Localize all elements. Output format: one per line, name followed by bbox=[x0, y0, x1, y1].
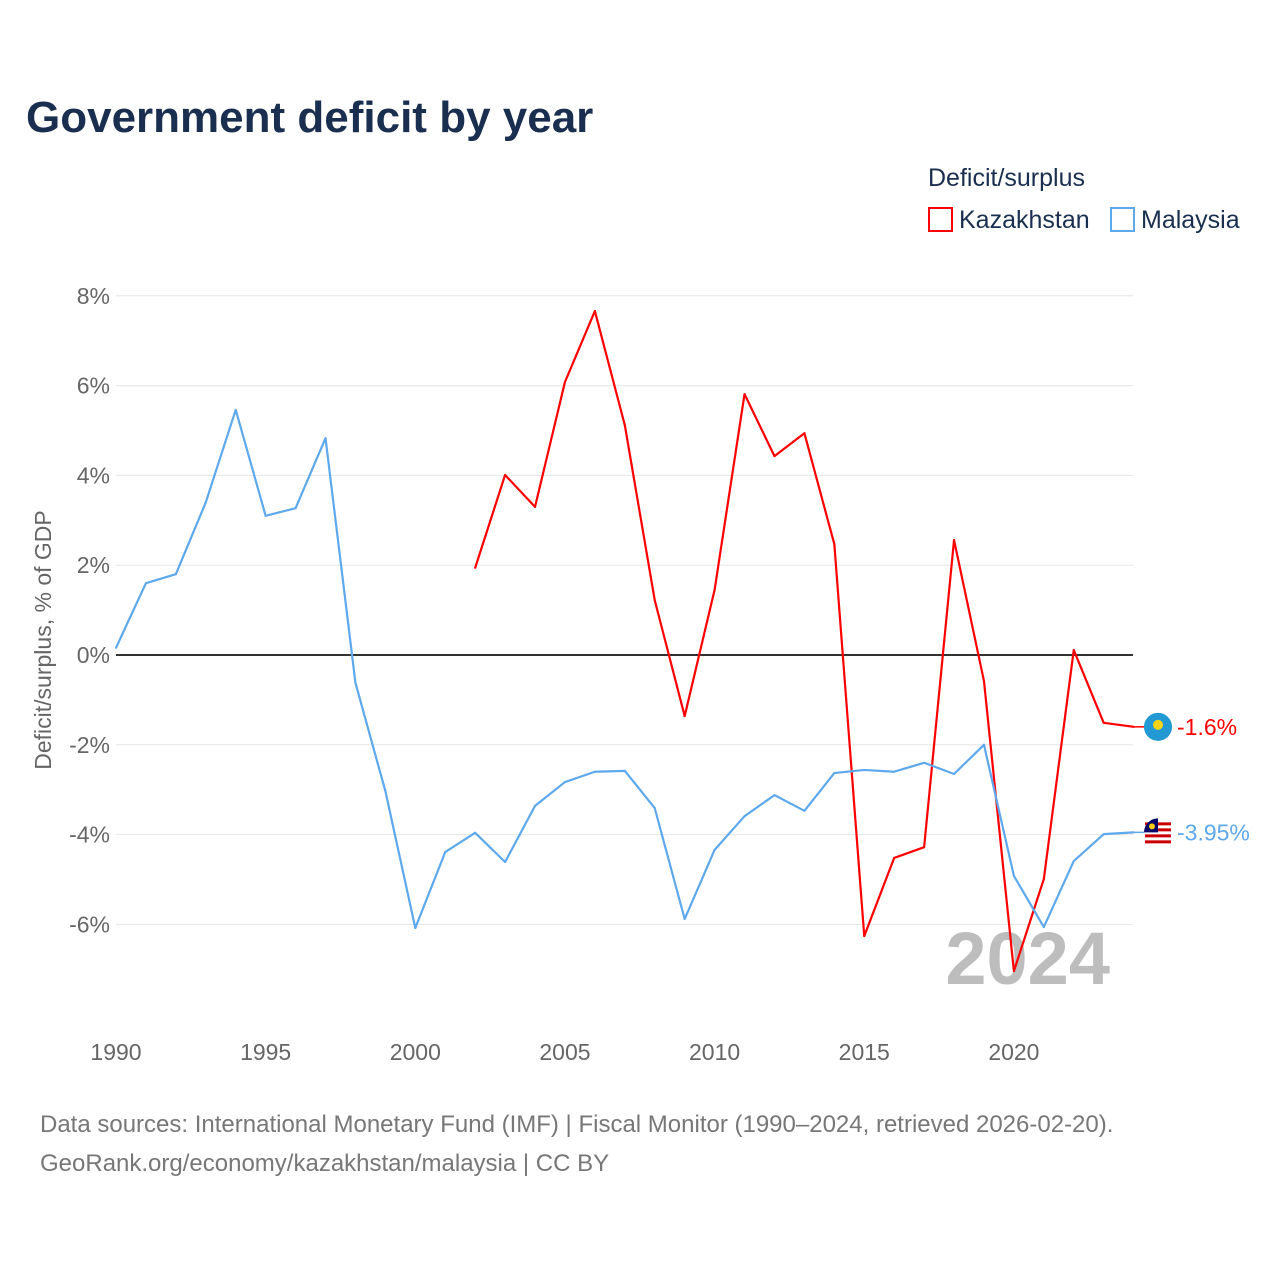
data-point bbox=[833, 543, 836, 546]
data-point bbox=[234, 408, 237, 411]
x-tick-label: 2010 bbox=[689, 1039, 740, 1065]
x-tick-label: 2000 bbox=[390, 1039, 441, 1065]
data-point bbox=[174, 573, 177, 576]
data-point bbox=[474, 566, 477, 569]
data-point bbox=[803, 809, 806, 812]
y-tick-label: 2% bbox=[77, 552, 110, 578]
data-point bbox=[743, 815, 746, 818]
data-point bbox=[863, 768, 866, 771]
data-point bbox=[354, 681, 357, 684]
data-point bbox=[264, 514, 267, 517]
data-point bbox=[893, 856, 896, 859]
data-point bbox=[144, 582, 147, 585]
data-point bbox=[294, 507, 297, 510]
data-point bbox=[444, 851, 447, 854]
data-point bbox=[504, 860, 507, 863]
data-point bbox=[953, 772, 956, 775]
flag-sun bbox=[1153, 719, 1163, 730]
x-tick-label: 2015 bbox=[839, 1039, 890, 1065]
data-point bbox=[563, 381, 566, 384]
legend: Kazakhstan Malaysia bbox=[928, 206, 1240, 234]
data-point bbox=[713, 588, 716, 591]
data-point bbox=[1102, 833, 1105, 836]
y-tick-label: -4% bbox=[69, 822, 110, 848]
data-point bbox=[204, 501, 207, 504]
data-point bbox=[653, 807, 656, 810]
series-line-kazakhstan bbox=[474, 309, 1134, 973]
data-point bbox=[1012, 874, 1015, 877]
data-point bbox=[683, 715, 686, 718]
data-point bbox=[773, 794, 776, 797]
data-point bbox=[534, 804, 537, 807]
malaysia-flag-icon bbox=[1144, 818, 1172, 847]
legend-label-kazakhstan[interactable]: Kazakhstan bbox=[959, 206, 1090, 234]
legend-swatch-malaysia[interactable] bbox=[1110, 207, 1135, 232]
data-point bbox=[1042, 878, 1045, 881]
series-lines: -1.6% -3.95% bbox=[115, 309, 1250, 973]
data-point bbox=[623, 769, 626, 772]
data-point bbox=[743, 393, 746, 396]
x-tick-label: 2020 bbox=[988, 1039, 1039, 1065]
data-point bbox=[1072, 649, 1075, 652]
data-point bbox=[803, 432, 806, 435]
data-point bbox=[414, 926, 417, 929]
data-point bbox=[474, 831, 477, 834]
flag-crescent bbox=[1149, 823, 1155, 830]
data-point bbox=[833, 772, 836, 775]
flag-stripe bbox=[1145, 834, 1171, 838]
data-point bbox=[1072, 860, 1075, 863]
data-point bbox=[953, 539, 956, 542]
y-tick-label: 4% bbox=[77, 462, 110, 488]
legend-label-malaysia[interactable]: Malaysia bbox=[1141, 206, 1240, 234]
x-tick-label: 2005 bbox=[539, 1039, 590, 1065]
data-point bbox=[623, 424, 626, 427]
data-point bbox=[713, 848, 716, 851]
y-tick-label: -2% bbox=[69, 732, 110, 758]
data-point bbox=[982, 680, 985, 683]
data-point bbox=[923, 761, 926, 764]
flag-stripe bbox=[1145, 840, 1171, 844]
data-point bbox=[384, 790, 387, 793]
end-value-label-kazakhstan: -1.6% bbox=[1177, 714, 1237, 740]
data-point bbox=[115, 646, 117, 649]
legend-title: Deficit/surplus bbox=[928, 164, 1085, 192]
data-point bbox=[683, 918, 686, 921]
y-axis-label: Deficit/surplus, % of GDP bbox=[30, 510, 56, 769]
footer-sources: Data sources: International Monetary Fun… bbox=[40, 1111, 1113, 1138]
x-tick-label: 1990 bbox=[90, 1039, 141, 1065]
data-point bbox=[773, 455, 776, 458]
y-tick-label: 6% bbox=[77, 373, 110, 399]
data-point bbox=[593, 770, 596, 773]
gridlines: -6% -4% -2% 0% 2% 4% 6% 8% 1990 1995 2000 2005 2010 2… bbox=[69, 283, 1133, 1065]
data-point bbox=[982, 743, 985, 746]
data-point bbox=[1102, 721, 1105, 724]
data-point bbox=[653, 599, 656, 602]
data-point bbox=[324, 437, 327, 440]
end-value-label-malaysia: -3.95% bbox=[1177, 819, 1250, 845]
x-tick-label: 1995 bbox=[240, 1039, 291, 1065]
data-point bbox=[593, 310, 596, 313]
data-point bbox=[534, 505, 537, 508]
data-point bbox=[563, 781, 566, 784]
data-point bbox=[863, 935, 866, 938]
data-point bbox=[923, 846, 926, 849]
y-tick-label: 0% bbox=[77, 642, 110, 668]
data-point bbox=[504, 473, 507, 476]
chart-title: Government deficit by year bbox=[26, 93, 593, 142]
footer-link[interactable]: GeoRank.org/economy/kazakhstan/malaysia … bbox=[40, 1150, 609, 1177]
data-point bbox=[893, 770, 896, 773]
data-point bbox=[1012, 970, 1015, 973]
y-tick-label: -6% bbox=[69, 911, 110, 937]
data-point bbox=[1042, 926, 1045, 929]
y-tick-label: 8% bbox=[77, 283, 110, 309]
legend-swatch-kazakhstan[interactable] bbox=[928, 207, 953, 232]
